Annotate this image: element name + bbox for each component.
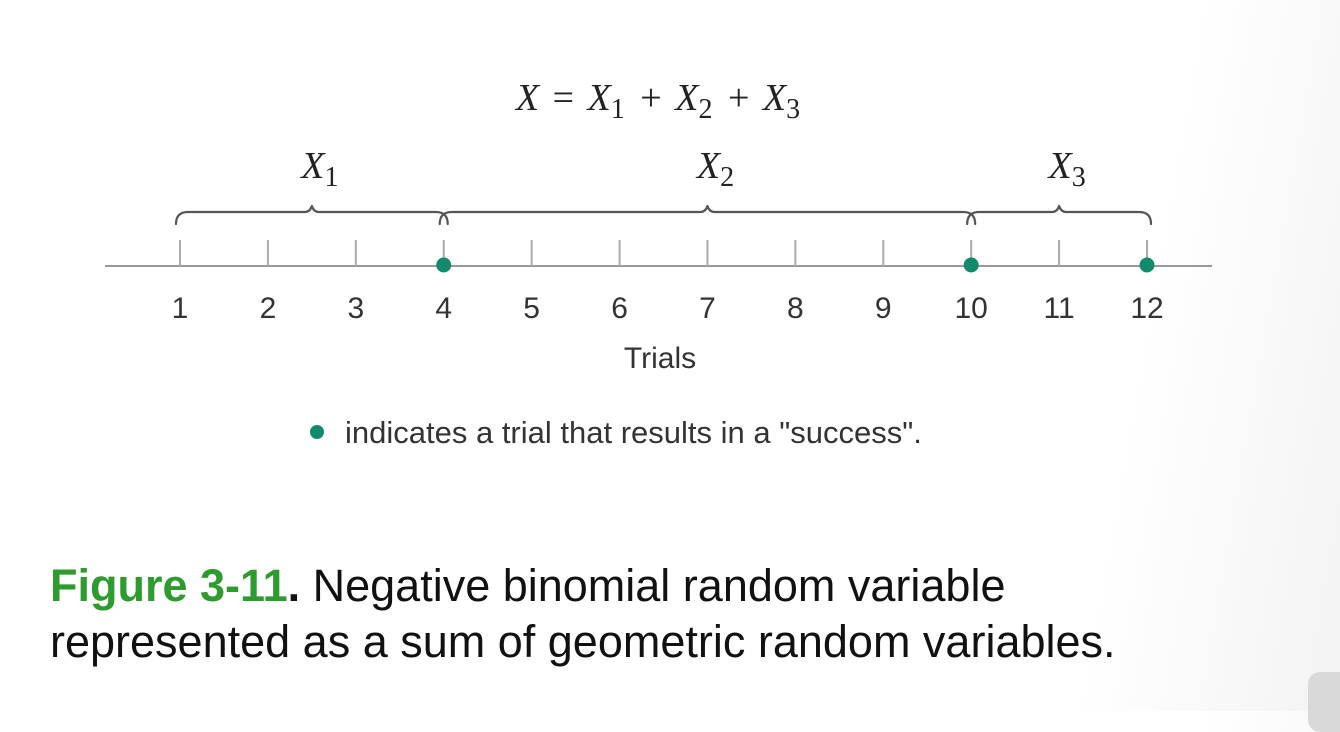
equation-term-1-base: X: [586, 77, 613, 119]
negative-binomial-diagram: X = X1 + X2 + X3 X1 X2 X3 1 2 3 4 5 6 7 8 9 10 11 1…: [105, 77, 1212, 450]
success-markers: [436, 257, 1155, 273]
tick-label-3: 3: [347, 292, 364, 325]
tick-label-5: 5: [523, 292, 540, 325]
equation-term-3-base: X: [761, 77, 788, 119]
brace-x3: [966, 204, 1153, 226]
axis-ticks: [179, 240, 1148, 266]
tick-label-6: 6: [611, 292, 628, 325]
equation-plus-2: +: [728, 77, 749, 119]
success-dot-trial-12: [1139, 257, 1155, 273]
figure-caption-text: Negative binomial random variable repres…: [50, 560, 1116, 667]
legend-success-dot: [310, 425, 324, 439]
tick-label-2: 2: [260, 292, 277, 325]
brace-label-x3-sub: 3: [1072, 162, 1086, 193]
brace-label-x1-base: X: [299, 145, 326, 187]
equation-term-1-sub: 1: [611, 94, 625, 125]
equation-term-2-base: X: [673, 77, 700, 119]
axis-title: Trials: [624, 342, 696, 375]
success-dot-trial-4: [436, 257, 452, 273]
brace-label-x1: X1: [299, 145, 338, 193]
tick-label-7: 7: [699, 292, 716, 325]
brace-label-x3-base: X: [1046, 145, 1073, 187]
brace-label-x3: X3: [1046, 145, 1085, 193]
figure-caption: Figure 3-11. Negative binomial random va…: [50, 558, 1250, 670]
equation-plus-1: +: [640, 77, 661, 119]
axis-tick-labels: 1 2 3 4 5 6 7 8 9 10 11 12: [172, 292, 1164, 325]
brace-x2: [438, 204, 977, 226]
brace-label-x2-sub: 2: [720, 162, 734, 193]
success-dot-trial-10: [963, 257, 979, 273]
equation-term-2-sub: 2: [698, 94, 712, 125]
tick-label-10: 10: [954, 292, 987, 325]
tick-label-9: 9: [875, 292, 892, 325]
corner-tab: [1308, 672, 1340, 732]
figure-label: Figure 3-11: [50, 560, 288, 611]
figure-label-separator: .: [287, 560, 301, 611]
tick-label-1: 1: [172, 292, 189, 325]
equation-term-3-sub: 3: [786, 94, 800, 125]
legend-text: indicates a trial that results in a "suc…: [345, 415, 922, 450]
equation-lhs: X: [514, 77, 541, 119]
brace-x1: [174, 204, 449, 226]
sum-equation: X = X1 + X2 + X3: [514, 77, 800, 127]
tick-label-4: 4: [435, 292, 452, 325]
tick-label-12: 12: [1130, 292, 1163, 325]
brace-label-x2-base: X: [695, 145, 722, 187]
tick-label-11: 11: [1044, 292, 1075, 325]
brace-label-x2: X2: [695, 145, 734, 193]
tick-label-8: 8: [787, 292, 804, 325]
brace-label-x1-sub: 1: [324, 162, 338, 193]
equation-equals: =: [553, 77, 574, 119]
